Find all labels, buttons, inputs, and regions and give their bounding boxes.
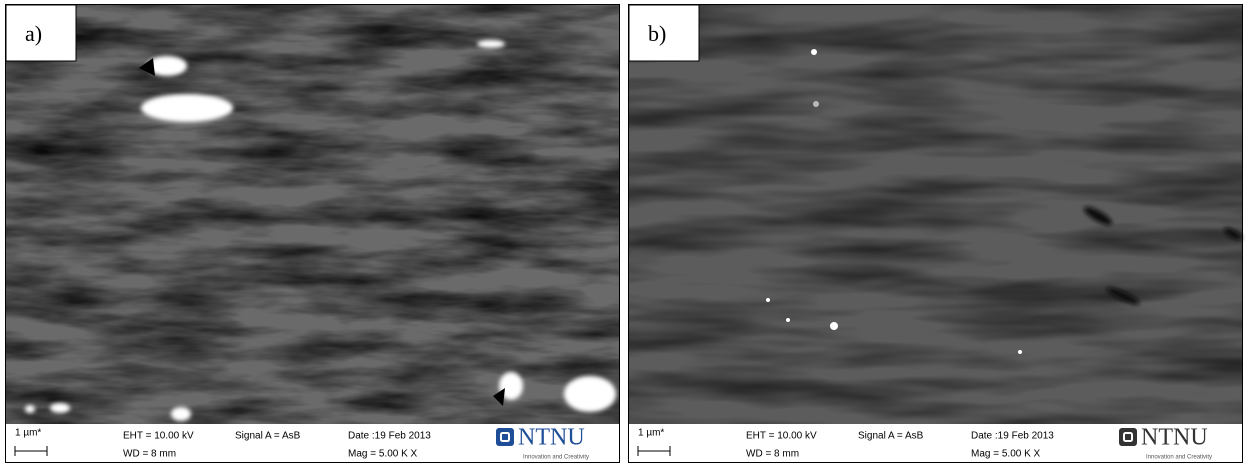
scale-bar-label: 1 µm* [15,428,41,439]
wd: WD = 8 mm [746,449,799,460]
eht: EHT = 10.00 kV [746,431,817,442]
panel-label: b) [648,21,666,46]
logo-tagline: Innovation and Creativity [1146,455,1212,461]
logo: NTNU [1141,425,1208,451]
signal: Signal A = AsB [858,431,924,442]
figure: a) 1 µm* EHT = 10.00 kV WD = 8 mm Signal A =… [0,0,1246,465]
logo-mark [1119,428,1137,446]
texture [5,4,620,424]
wd: WD = 8 mm [123,449,176,460]
eht: EHT = 10.00 kV [123,431,194,442]
scale-bar-label: 1 µm* [638,428,664,439]
date: Date :19 Feb 2013 [971,431,1054,442]
logo-mark [496,428,514,446]
texture [628,4,1243,424]
date: Date :19 Feb 2013 [348,431,431,442]
logo: NTNU [518,425,585,451]
signal: Signal A = AsB [235,431,301,442]
mag: Mag = 5.00 K X [348,449,418,460]
panel-label: a) [25,21,42,46]
mag: Mag = 5.00 K X [971,449,1041,460]
panel: a) 1 µm* EHT = 10.00 kV WD = 8 mm Signal A =… [5,4,620,463]
logo-tagline: Innovation and Creativity [523,455,589,461]
panel: b) 1 µm* EHT = 10.00 kV WD = 8 mm Signal A =… [628,4,1244,463]
